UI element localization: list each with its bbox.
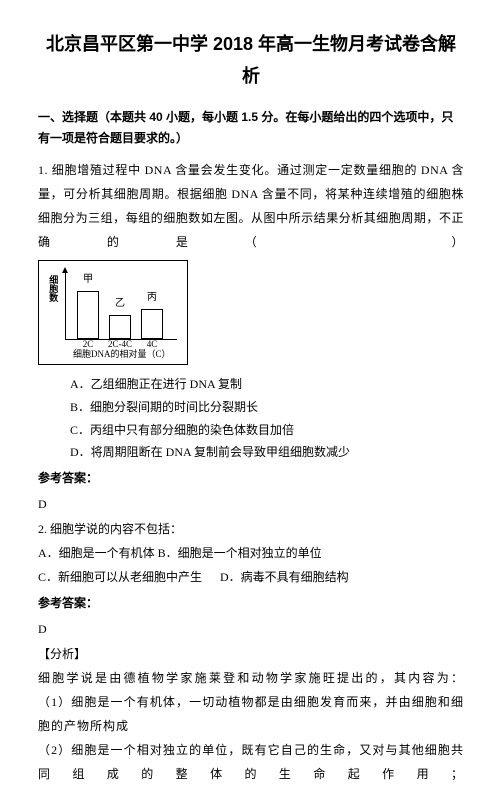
q1-option-d: D．将周期阻断在 DNA 复制前会导致甲组细胞数减少 xyxy=(38,441,464,464)
q1-option-b: B．细胞分裂间期的时间比分裂期长 xyxy=(38,396,464,419)
q2-options-row1: A．细胞是一个有机体 B．细胞是一个相对独立的单位 xyxy=(38,541,464,565)
q2-option-d: D．病毒不具有细胞结构 xyxy=(220,570,349,584)
answer-label: 参考答案： xyxy=(38,593,464,615)
q2-option-a: A．细胞是一个有机体 xyxy=(38,546,155,560)
page-title: 北京昌平区第一中学 2018 年高一生物月考试卷含解析 xyxy=(38,28,464,93)
chart: 细胞数 甲 乙 丙 2C 2C-4C 4C 细胞DNA的相对量（C） xyxy=(38,260,188,365)
q1-option-a: A．乙组细胞正在进行 DNA 复制 xyxy=(38,373,464,396)
chart-x-label: 细胞DNA的相对量（C） xyxy=(73,346,171,362)
answer-label: 参考答案： xyxy=(38,468,464,490)
section-header: 一、选择题（本题共 40 小题，每小题 1.5 分。在每小题给出的四个选项中，只… xyxy=(38,107,464,150)
chart-bar xyxy=(77,291,99,339)
chart-y-label: 细胞数 xyxy=(45,275,61,302)
q1-answer: D xyxy=(38,494,464,516)
analysis-line3: （2）细胞是一个相对独立的单位，既有它自己的生命，又对与其他细胞共同组成的整体的… xyxy=(38,738,464,786)
chart-bar-label: 丙 xyxy=(147,289,157,307)
chart-bar xyxy=(141,309,163,339)
chart-bar-label: 甲 xyxy=(83,271,93,289)
chart-bar-label: 乙 xyxy=(115,295,125,313)
analysis-line1: 细胞学说是由德植物学家施莱登和动物学家施旺提出的，其内容为： xyxy=(38,666,464,690)
q2-option-c: C．新细胞可以从老细胞中产生 xyxy=(38,570,202,584)
analysis-label: 【分析】 xyxy=(38,644,464,666)
analysis-line2: （1）细胞是一个有机体，一切动植物都是由细胞发育而来，并由细胞和细胞的产物所构成 xyxy=(38,690,464,738)
q1-option-c: C．丙组中只有部分细胞的染色体数目加倍 xyxy=(38,419,464,442)
chart-axis-v xyxy=(65,271,66,340)
q2-options-row2: C．新细胞可以从老细胞中产生 D．病毒不具有细胞结构 xyxy=(38,565,464,589)
q1-stem: 1. 细胞增殖过程中 DNA 含量会发生变化。通过测定一定数量细胞的 DNA 含… xyxy=(38,158,464,254)
chart-inner: 细胞数 甲 乙 丙 2C 2C-4C 4C 细胞DNA的相对量（C） xyxy=(43,267,183,362)
q2-stem: 2. 细胞学说的内容不包括： xyxy=(38,519,464,541)
q2-option-b: B．细胞是一个相对独立的单位 xyxy=(158,546,322,560)
q2-answer: D xyxy=(38,619,464,641)
